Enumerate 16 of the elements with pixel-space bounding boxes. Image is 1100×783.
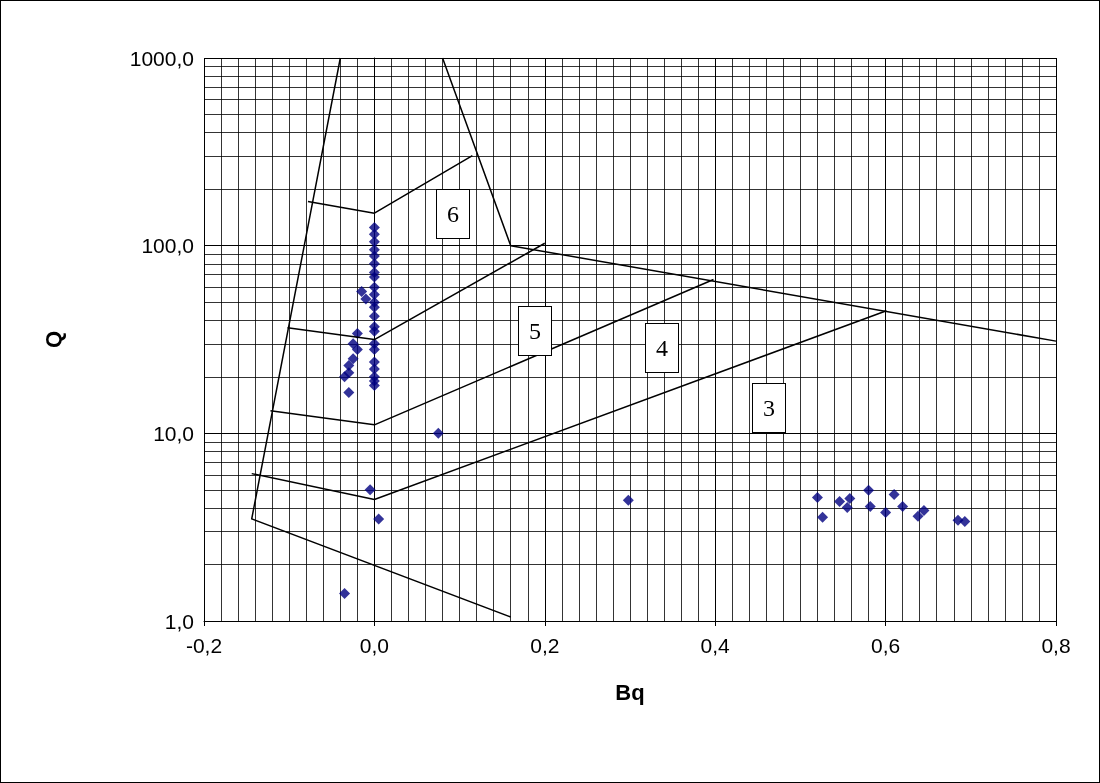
annotation: 5 [529,318,541,344]
x-tick-label: 0,4 [700,634,731,657]
x-tick-label: 0,6 [871,634,901,657]
x-tick-label: -0,2 [185,634,223,657]
x-tick-label: 0,0 [359,634,389,657]
x-axis-title: Bq [615,679,645,705]
annotation: 4 [656,335,668,361]
y-tick-label: 1000,0 [129,46,194,70]
annotation: 6 [447,201,459,227]
y-tick-label: 1,0 [164,609,194,633]
y-tick-label: 100,0 [141,234,194,258]
y-tick-label: 10,0 [153,421,194,445]
x-tick-label: 0,2 [530,634,560,657]
annotation: 3 [763,395,775,421]
x-tick-label: 0,8 [1041,634,1071,657]
y-axis-title: Q [40,330,66,349]
